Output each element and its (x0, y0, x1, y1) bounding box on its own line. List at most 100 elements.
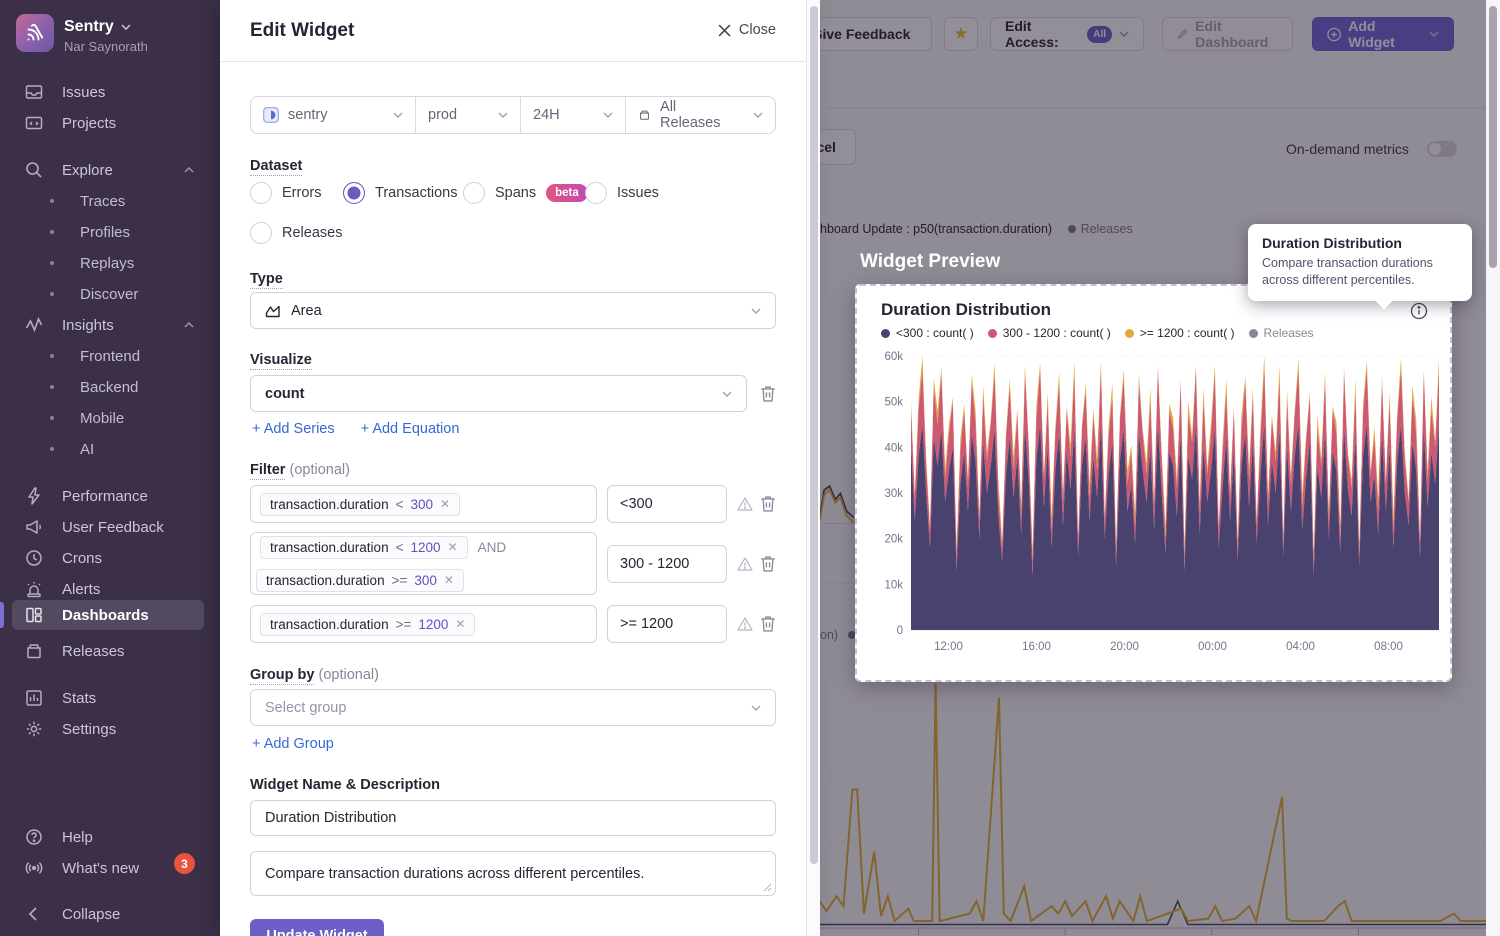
sidebar-item-label: Stats (62, 689, 97, 707)
filter-chip[interactable]: transaction.duration >= 300 ✕ (256, 568, 464, 592)
type-select[interactable]: Area (250, 292, 776, 329)
svg-text:0: 0 (897, 625, 903, 637)
filter-input-3[interactable]: transaction.duration >= 1200 ✕ (250, 605, 597, 643)
dataset-option-issues[interactable]: Issues (585, 182, 659, 204)
sidebar-item-ai[interactable]: AI (0, 434, 220, 464)
sidebar-item-performance[interactable]: Performance (0, 481, 220, 511)
on-demand-metrics-label: On-demand metrics (1286, 141, 1409, 157)
sidebar: Sentry Nar Saynorath Issues Projects Exp… (0, 0, 220, 936)
sidebar-section-insights[interactable]: Insights (0, 310, 220, 340)
scrollbar-thumb[interactable] (809, 6, 818, 864)
archive-box-icon (640, 110, 649, 120)
dataset-option-errors[interactable]: Errors (250, 182, 321, 204)
edit-dashboard-button[interactable]: Edit Dashboard (1162, 17, 1293, 51)
filter-alias-1[interactable]: <300 (607, 485, 727, 523)
sidebar-item-projects[interactable]: Projects (0, 108, 220, 138)
sidebar-item-backend[interactable]: Backend (0, 372, 220, 402)
remove-chip-icon[interactable]: ✕ (443, 573, 454, 587)
sidebar-item-issues[interactable]: Issues (0, 77, 220, 107)
remove-chip-icon[interactable]: ✕ (447, 540, 458, 554)
sidebar-item-label: Issues (62, 83, 106, 101)
chevron-down-icon (1119, 31, 1129, 37)
legend-item[interactable]: <300 : count( ) (881, 326, 974, 340)
delete-filter-button trash-icon[interactable] (759, 495, 777, 513)
dataset-option-releases[interactable]: Releases (250, 222, 342, 244)
radio-unselected[interactable] (585, 182, 607, 204)
sidebar-item-label: Settings (62, 720, 117, 738)
info-icon[interactable] (1410, 302, 1428, 320)
add-widget-button[interactable]: Add Widget (1312, 17, 1454, 51)
active-item-highlight (12, 600, 204, 630)
sidebar-item-help[interactable]: Help (0, 822, 220, 852)
sidebar-section-explore[interactable]: Explore (0, 155, 220, 185)
date-range-select[interactable]: 24H (521, 97, 626, 133)
star-button[interactable]: ★ (944, 17, 978, 51)
modal-scrollbar[interactable] (806, 0, 820, 936)
on-demand-metrics-toggle[interactable] (1427, 141, 1457, 157)
add-series-link[interactable]: + Add Series (252, 421, 335, 437)
sidebar-item-label: Discover (80, 285, 139, 303)
releases-select[interactable]: All Releases (626, 97, 775, 133)
add-group-link[interactable]: + Add Group (252, 736, 334, 752)
stacked-area-chart[interactable]: 0 10k 20k 30k 40k 50k 60k 12:00 16:00 20:00 00:00 0… (871, 346, 1441, 658)
sidebar-item-alerts[interactable]: Alerts (0, 574, 220, 604)
org-switcher[interactable]: Sentry (64, 18, 131, 36)
remove-chip-icon[interactable]: ✕ (455, 617, 466, 631)
sidebar-item-whats-new[interactable]: What's new (0, 853, 220, 883)
legend-item-releases[interactable]: Releases (1248, 326, 1314, 340)
sidebar-item-replays[interactable]: Replays (0, 248, 220, 278)
sidebar-item-discover[interactable]: Discover (0, 279, 220, 309)
help-icon (26, 829, 42, 845)
close-label: Close (738, 22, 776, 38)
resize-handle[interactable] (763, 883, 772, 892)
group-by-select[interactable]: Select group (250, 689, 776, 726)
filter-chip[interactable]: transaction.duration <300 ✕ (260, 492, 461, 516)
filter-input-2[interactable]: transaction.duration <1200 ✕ AND transacti… (250, 532, 597, 595)
sidebar-collapse-button[interactable]: Collapse (0, 899, 220, 929)
background-text-fragment: on) (820, 628, 856, 642)
sidebar-item-stats[interactable]: Stats (0, 683, 220, 713)
sidebar-item-releases[interactable]: Releases (0, 636, 220, 666)
dataset-option-spans[interactable]: Spans beta (463, 182, 588, 204)
filter-alias-2[interactable]: 300 - 1200 (607, 545, 727, 583)
dataset-option-transactions[interactable]: Transactions (343, 182, 457, 204)
sidebar-item-dashboards[interactable]: Dashboards (0, 600, 220, 630)
org-avatar[interactable] (16, 14, 54, 52)
close-button[interactable]: Close (718, 22, 776, 38)
add-equation-link[interactable]: + Add Equation (360, 421, 460, 437)
pencil-icon (1177, 29, 1188, 39)
filter-chip[interactable]: transaction.duration >= 1200 ✕ (260, 612, 476, 636)
sidebar-item-user-feedback[interactable]: User Feedback (0, 512, 220, 542)
delete-filter-button trash-icon[interactable] (759, 615, 777, 633)
edit-access-button[interactable]: Edit Access: All (990, 17, 1144, 51)
remove-chip-icon[interactable]: ✕ (440, 497, 451, 511)
sidebar-item-frontend[interactable]: Frontend (0, 341, 220, 371)
scrollbar-thumb[interactable] (1489, 6, 1497, 268)
sidebar-item-settings[interactable]: Settings (0, 714, 220, 744)
radio-unselected[interactable] (463, 182, 485, 204)
environment-select[interactable]: prod (416, 97, 521, 133)
update-widget-button[interactable]: Update Widget (250, 919, 384, 936)
visualize-select[interactable]: count (250, 375, 747, 412)
filter-alias-3[interactable]: >= 1200 (607, 605, 727, 643)
radio-selected[interactable] (343, 182, 365, 204)
sidebar-item-crons[interactable]: Crons (0, 543, 220, 573)
legend-item[interactable]: 300 - 1200 : count( ) (987, 326, 1111, 340)
sidebar-item-profiles[interactable]: Profiles (0, 217, 220, 247)
sidebar-item-mobile[interactable]: Mobile (0, 403, 220, 433)
svg-text:16:00: 16:00 (1022, 641, 1051, 653)
filter-chip[interactable]: transaction.duration <1200 ✕ (260, 535, 468, 559)
radio-unselected[interactable] (250, 222, 272, 244)
widget-description-textarea[interactable]: Compare transaction durations across dif… (250, 851, 776, 896)
filter-input-1[interactable]: transaction.duration <300 ✕ (250, 485, 597, 523)
delete-filter-button trash-icon[interactable] (759, 555, 777, 573)
legend-item[interactable]: >= 1200 : count( ) (1124, 326, 1235, 340)
org-name-label: Sentry (64, 18, 114, 35)
project-select[interactable]: sentry (251, 97, 416, 133)
radio-unselected[interactable] (250, 182, 272, 204)
sidebar-item-traces[interactable]: Traces (0, 186, 220, 216)
widget-name-input[interactable]: Duration Distribution (250, 800, 776, 836)
delete-visualize-button trash-icon[interactable] (759, 385, 777, 403)
page-scrollbar[interactable] (1486, 0, 1500, 936)
